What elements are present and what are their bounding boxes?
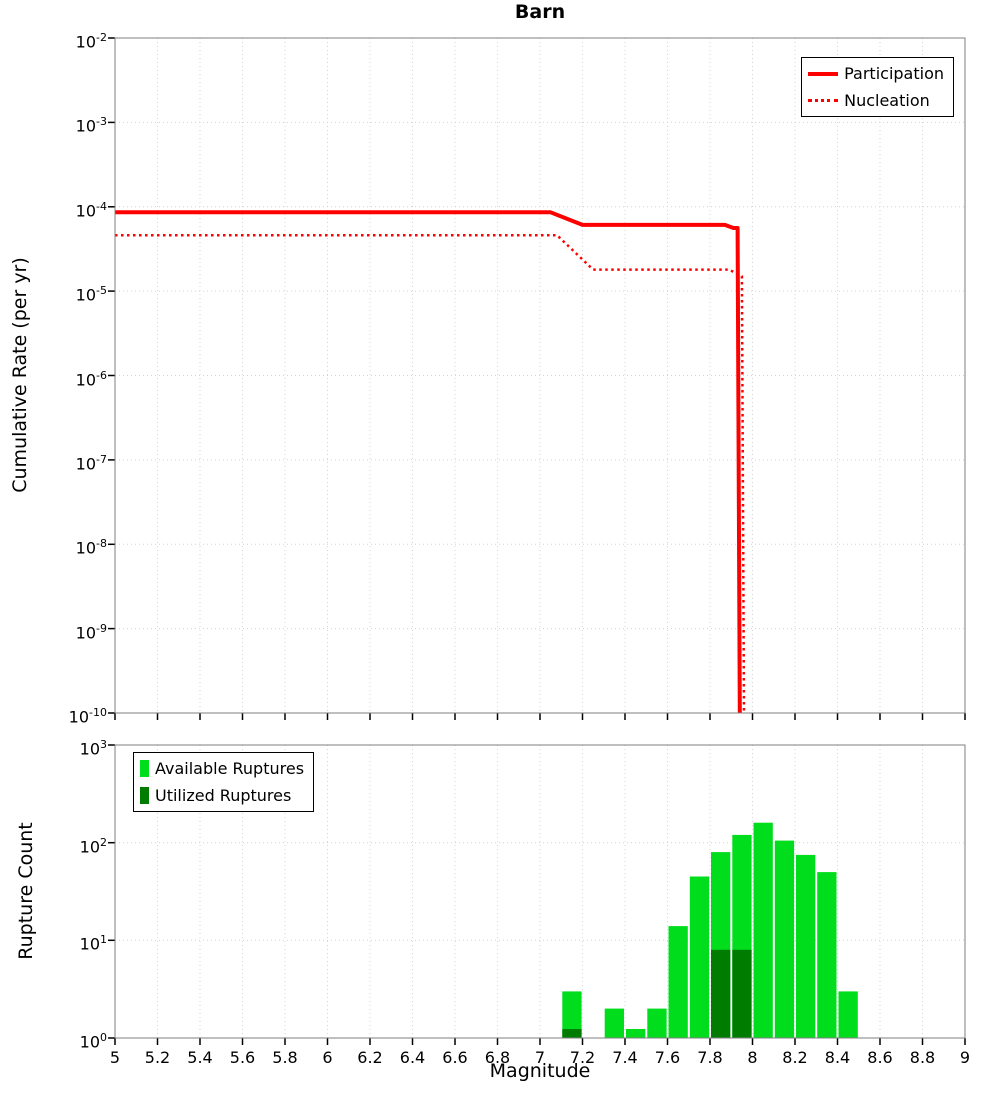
legend-row-available: Available Ruptures [140, 755, 304, 782]
legend-row-utilized: Utilized Ruptures [140, 782, 304, 809]
x-tick-label: 6.6 [442, 1048, 468, 1067]
utilized-ruptures-legend-label: Utilized Ruptures [155, 786, 292, 805]
y-tick-label: 10-7 [75, 452, 107, 474]
x-tick-label: 9 [959, 1048, 971, 1067]
y-tick-label: 10-3 [75, 115, 107, 136]
participation-line-sample [808, 71, 839, 76]
x-axis-label: Magnitude [489, 1060, 591, 1082]
x-tick-label: 6.4 [399, 1048, 426, 1067]
y-tick-label: 10-4 [75, 199, 107, 221]
x-tick-label: 7.8 [697, 1048, 723, 1067]
rate-legend: Participation Nucleation [801, 57, 954, 117]
legend-row-nucleation: Nucleation [808, 87, 944, 114]
bottom-y-axis-label: Rupture Count [15, 822, 37, 960]
x-tick-label: 5.2 [144, 1048, 171, 1067]
cumulative-rate-chart [108, 37, 966, 720]
x-tick-label: 7.6 [654, 1048, 681, 1067]
y-tick-label: 10-2 [75, 31, 107, 52]
chart-title: Barn [514, 1, 566, 23]
nucleation-legend-label: Nucleation [844, 91, 930, 110]
y-tick-label: 102 [79, 835, 107, 856]
x-tick-label: 8.8 [909, 1048, 936, 1067]
x-tick-label: 6.2 [357, 1048, 383, 1067]
x-tick-label: 5.8 [272, 1048, 298, 1067]
y-tick-label: 100 [79, 1031, 107, 1052]
participation-legend-label: Participation [844, 64, 944, 83]
available-ruptures-legend-label: Available Ruptures [155, 759, 305, 778]
y-tick-label: 10-8 [75, 537, 107, 558]
x-tick-label: 7.2 [569, 1048, 596, 1067]
y-tick-label: 10-10 [68, 706, 107, 727]
y-tick-label: 103 [79, 738, 107, 759]
rupture-legend: Available Ruptures Utilized Ruptures [133, 752, 315, 812]
x-tick-label: 7 [534, 1048, 546, 1067]
legend-row-participation: Participation [808, 60, 944, 87]
y-tick-label: 10-9 [75, 621, 107, 642]
available-ruptures-swatch [140, 760, 149, 777]
x-tick-label: 7.4 [612, 1048, 638, 1067]
x-tick-label: 8.6 [867, 1048, 893, 1067]
x-tick-label: 8.2 [782, 1048, 808, 1067]
x-tick-label: 5.4 [187, 1048, 213, 1067]
y-tick-label: 10-6 [75, 368, 107, 389]
top-y-axis-label: Cumulative Rate (per yr) [9, 257, 31, 493]
x-tick-label: 8 [747, 1048, 758, 1067]
utilized-ruptures-swatch [140, 787, 149, 804]
x-tick-label: 8.4 [824, 1048, 851, 1067]
y-tick-label: 10-5 [75, 284, 107, 305]
x-tick-label: 5 [109, 1048, 121, 1067]
y-tick-label: 101 [79, 933, 107, 954]
x-tick-label: 5.6 [229, 1048, 256, 1067]
x-tick-label: 6.8 [484, 1048, 511, 1067]
nucleation-line-sample [808, 99, 839, 102]
x-tick-label: 6 [322, 1048, 333, 1067]
